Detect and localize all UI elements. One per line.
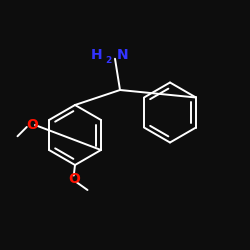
Text: N: N <box>116 48 128 62</box>
Text: O: O <box>26 118 38 132</box>
Text: H: H <box>90 48 102 62</box>
Text: 2: 2 <box>106 56 112 65</box>
Text: O: O <box>68 172 80 186</box>
